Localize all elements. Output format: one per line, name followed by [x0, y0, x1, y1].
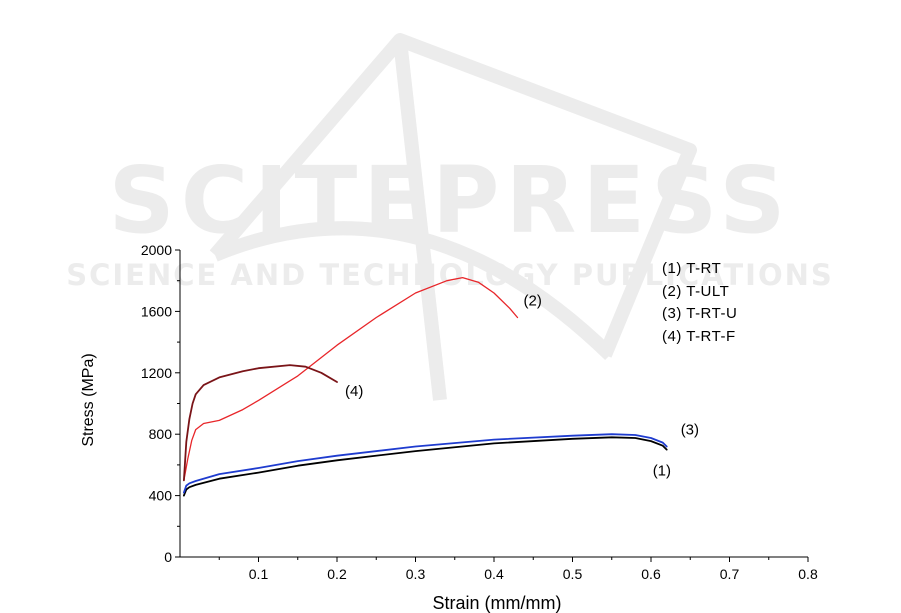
series-line [183, 364, 338, 482]
legend: (1) T-RT (2) T-ULT (3) T-RT-U (4) T-RT-F [662, 260, 737, 345]
curve-label: (3) [681, 421, 699, 438]
curve-label: (2) [524, 293, 542, 310]
legend-entry: (3) T-RT-U [662, 305, 737, 322]
watermark-sub-text: SCIENCE AND TECHNOLOGY PUBLICATIONS [66, 258, 834, 292]
x-tick-label: 0.4 [484, 566, 504, 582]
legend-entry: (1) T-RT [662, 260, 721, 277]
x-tick-label: 0.2 [327, 566, 347, 582]
watermark-book-icon [209, 33, 697, 401]
x-tick-label: 0.5 [563, 566, 583, 582]
curve-label: (1) [653, 463, 671, 480]
watermark-main-text: SCITEPRESS [108, 147, 791, 254]
y-tick-label: 2000 [141, 242, 172, 258]
x-axis-title: Strain (mm/mm) [433, 593, 562, 613]
series-line [183, 276, 519, 481]
x-tick-label: 0.8 [798, 566, 818, 582]
legend-entry: (4) T-RT-F [662, 328, 736, 345]
y-tick-label: 0 [164, 549, 172, 565]
y-tick-label: 1200 [141, 365, 172, 381]
x-tick-label: 0.3 [406, 566, 426, 582]
x-tick-label: 0.6 [641, 566, 661, 582]
y-tick-label: 1600 [141, 303, 172, 319]
x-tick-label: 0.7 [720, 566, 740, 582]
series-line [183, 436, 668, 497]
x-tick-label: 0.1 [249, 566, 269, 582]
y-axis-title: Stress (MPa) [80, 353, 97, 446]
series-line [183, 433, 668, 494]
y-tick-label: 400 [149, 488, 173, 504]
y-tick-label: 800 [149, 426, 173, 442]
curve-label: (4) [345, 383, 363, 400]
legend-entry: (2) T-ULT [662, 283, 729, 300]
